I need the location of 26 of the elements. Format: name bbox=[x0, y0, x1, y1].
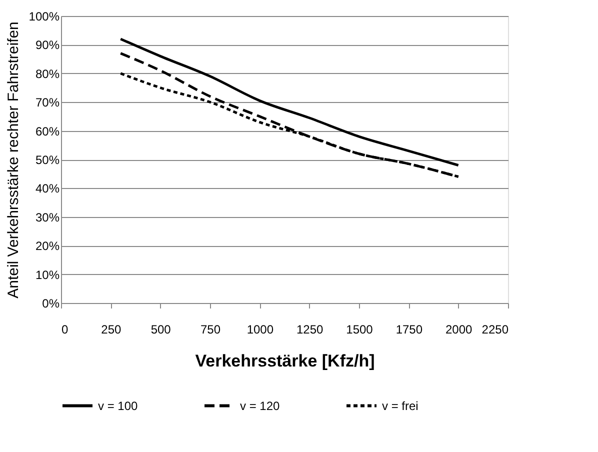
legend-label: v = 100 bbox=[98, 398, 138, 413]
legend-label: v = 120 bbox=[240, 398, 280, 413]
x-tick-label: 2250 bbox=[482, 322, 509, 336]
y-axis-title: Anteil Verkehrsstärke rechter Fahrstreifen bbox=[4, 22, 22, 298]
y-tick-label: 20% bbox=[35, 239, 60, 254]
y-tick-label: 90% bbox=[35, 38, 60, 52]
x-tick-label: 500 bbox=[150, 322, 172, 336]
y-tick-label: 0% bbox=[42, 296, 60, 310]
y-tick-label: 100% bbox=[28, 10, 60, 24]
y-tick-label: 80% bbox=[35, 66, 60, 81]
legend-label: v = frei bbox=[382, 398, 418, 413]
x-tick-label: 250 bbox=[101, 322, 122, 336]
x-tick-label: 0 bbox=[62, 322, 68, 336]
x-axis-title: Verkehrsstärke [Kfz/h] bbox=[195, 352, 375, 370]
y-tick-label: 10% bbox=[35, 268, 60, 282]
y-tick-label: 40% bbox=[35, 182, 60, 196]
x-tick-label: 750 bbox=[200, 322, 221, 336]
x-tick-label: 1250 bbox=[296, 322, 324, 336]
y-tick-label: 70% bbox=[35, 96, 60, 110]
y-tick-label: 50% bbox=[35, 153, 60, 167]
x-tick-label: 2000 bbox=[445, 322, 473, 336]
x-tick-label: 1750 bbox=[396, 322, 423, 336]
y-tick-label: 60% bbox=[35, 124, 60, 138]
y-tick-label: 30% bbox=[35, 210, 60, 224]
x-tick-label: 1500 bbox=[346, 322, 374, 336]
x-tick-label: 1000 bbox=[246, 322, 274, 336]
